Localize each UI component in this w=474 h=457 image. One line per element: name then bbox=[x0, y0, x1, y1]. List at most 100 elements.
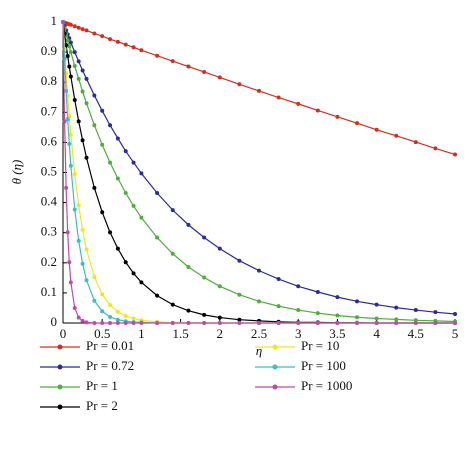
point bbox=[355, 121, 359, 126]
point bbox=[237, 317, 242, 322]
legend-label: Pr = 2 bbox=[86, 398, 118, 413]
point bbox=[67, 260, 72, 265]
x-tick-label: 3.5 bbox=[329, 326, 345, 341]
y-tick-label: 0.3 bbox=[41, 224, 57, 239]
point bbox=[217, 315, 222, 320]
point bbox=[65, 230, 70, 235]
legend-marker bbox=[57, 344, 63, 350]
point bbox=[131, 316, 136, 321]
point bbox=[355, 299, 359, 304]
point bbox=[108, 302, 113, 307]
point bbox=[64, 88, 69, 93]
point bbox=[202, 321, 207, 325]
point bbox=[100, 142, 105, 147]
point bbox=[374, 127, 379, 132]
point bbox=[394, 321, 399, 325]
point bbox=[115, 39, 120, 44]
legend-label: Pr = 0.01 bbox=[86, 338, 134, 353]
point bbox=[72, 207, 77, 212]
point bbox=[131, 160, 136, 165]
point bbox=[123, 149, 128, 154]
point bbox=[453, 321, 457, 325]
point bbox=[170, 208, 175, 213]
line bbox=[62, 21, 455, 324]
point bbox=[76, 203, 81, 208]
point bbox=[80, 318, 85, 323]
point bbox=[413, 140, 418, 145]
x-tick-label: 3 bbox=[295, 326, 302, 341]
point bbox=[355, 315, 359, 320]
point bbox=[131, 271, 136, 276]
point bbox=[108, 37, 113, 42]
point bbox=[139, 321, 144, 325]
point bbox=[92, 298, 97, 303]
y-axis-label: θ (η) bbox=[9, 160, 24, 185]
point bbox=[374, 321, 379, 325]
point bbox=[80, 261, 85, 266]
point bbox=[80, 138, 85, 143]
y-tick-label: 1 bbox=[51, 13, 58, 28]
point bbox=[139, 280, 144, 285]
point bbox=[72, 24, 77, 29]
point bbox=[92, 93, 97, 98]
point bbox=[68, 40, 73, 45]
line bbox=[62, 21, 455, 324]
point bbox=[123, 190, 128, 195]
point bbox=[139, 171, 144, 176]
point bbox=[276, 277, 281, 282]
legend-marker bbox=[57, 384, 63, 390]
point bbox=[237, 258, 242, 263]
point bbox=[131, 203, 136, 208]
point bbox=[257, 268, 261, 273]
legend-label: Pr = 0.72 bbox=[86, 358, 134, 373]
point bbox=[315, 108, 320, 113]
point bbox=[92, 123, 97, 128]
point bbox=[100, 108, 105, 113]
y-tick-label: 0.4 bbox=[41, 194, 58, 209]
point bbox=[100, 34, 105, 39]
point bbox=[139, 48, 144, 53]
point bbox=[84, 320, 89, 325]
point bbox=[108, 230, 113, 235]
point bbox=[67, 44, 72, 49]
x-tick-label: 2.5 bbox=[251, 326, 267, 341]
point bbox=[76, 59, 81, 64]
point bbox=[237, 82, 242, 87]
point bbox=[374, 302, 379, 307]
x-tick-label: 1 bbox=[138, 326, 145, 341]
point bbox=[64, 185, 69, 190]
point bbox=[67, 141, 72, 146]
point bbox=[237, 321, 242, 325]
point bbox=[335, 313, 340, 318]
line bbox=[62, 21, 456, 323]
point bbox=[61, 20, 65, 24]
point bbox=[453, 311, 457, 316]
point bbox=[131, 321, 136, 325]
point bbox=[76, 119, 81, 124]
point bbox=[123, 314, 128, 319]
point bbox=[276, 95, 281, 100]
point bbox=[72, 172, 77, 177]
point bbox=[115, 246, 120, 251]
y-tick-label: 0.9 bbox=[41, 43, 57, 58]
point bbox=[76, 238, 81, 243]
y-tick-label: 0.5 bbox=[41, 163, 57, 178]
point bbox=[76, 76, 81, 81]
point bbox=[62, 119, 67, 124]
point bbox=[115, 176, 120, 181]
point bbox=[92, 321, 97, 325]
point bbox=[155, 235, 160, 240]
point bbox=[80, 89, 85, 94]
point bbox=[68, 74, 73, 79]
point bbox=[202, 275, 207, 280]
legend-marker bbox=[272, 344, 278, 350]
line bbox=[62, 21, 456, 156]
point bbox=[237, 292, 242, 297]
point bbox=[170, 59, 175, 64]
point bbox=[92, 274, 97, 279]
point bbox=[123, 260, 128, 265]
point bbox=[84, 278, 89, 283]
point bbox=[296, 321, 301, 325]
point bbox=[315, 321, 320, 325]
point bbox=[80, 227, 85, 232]
